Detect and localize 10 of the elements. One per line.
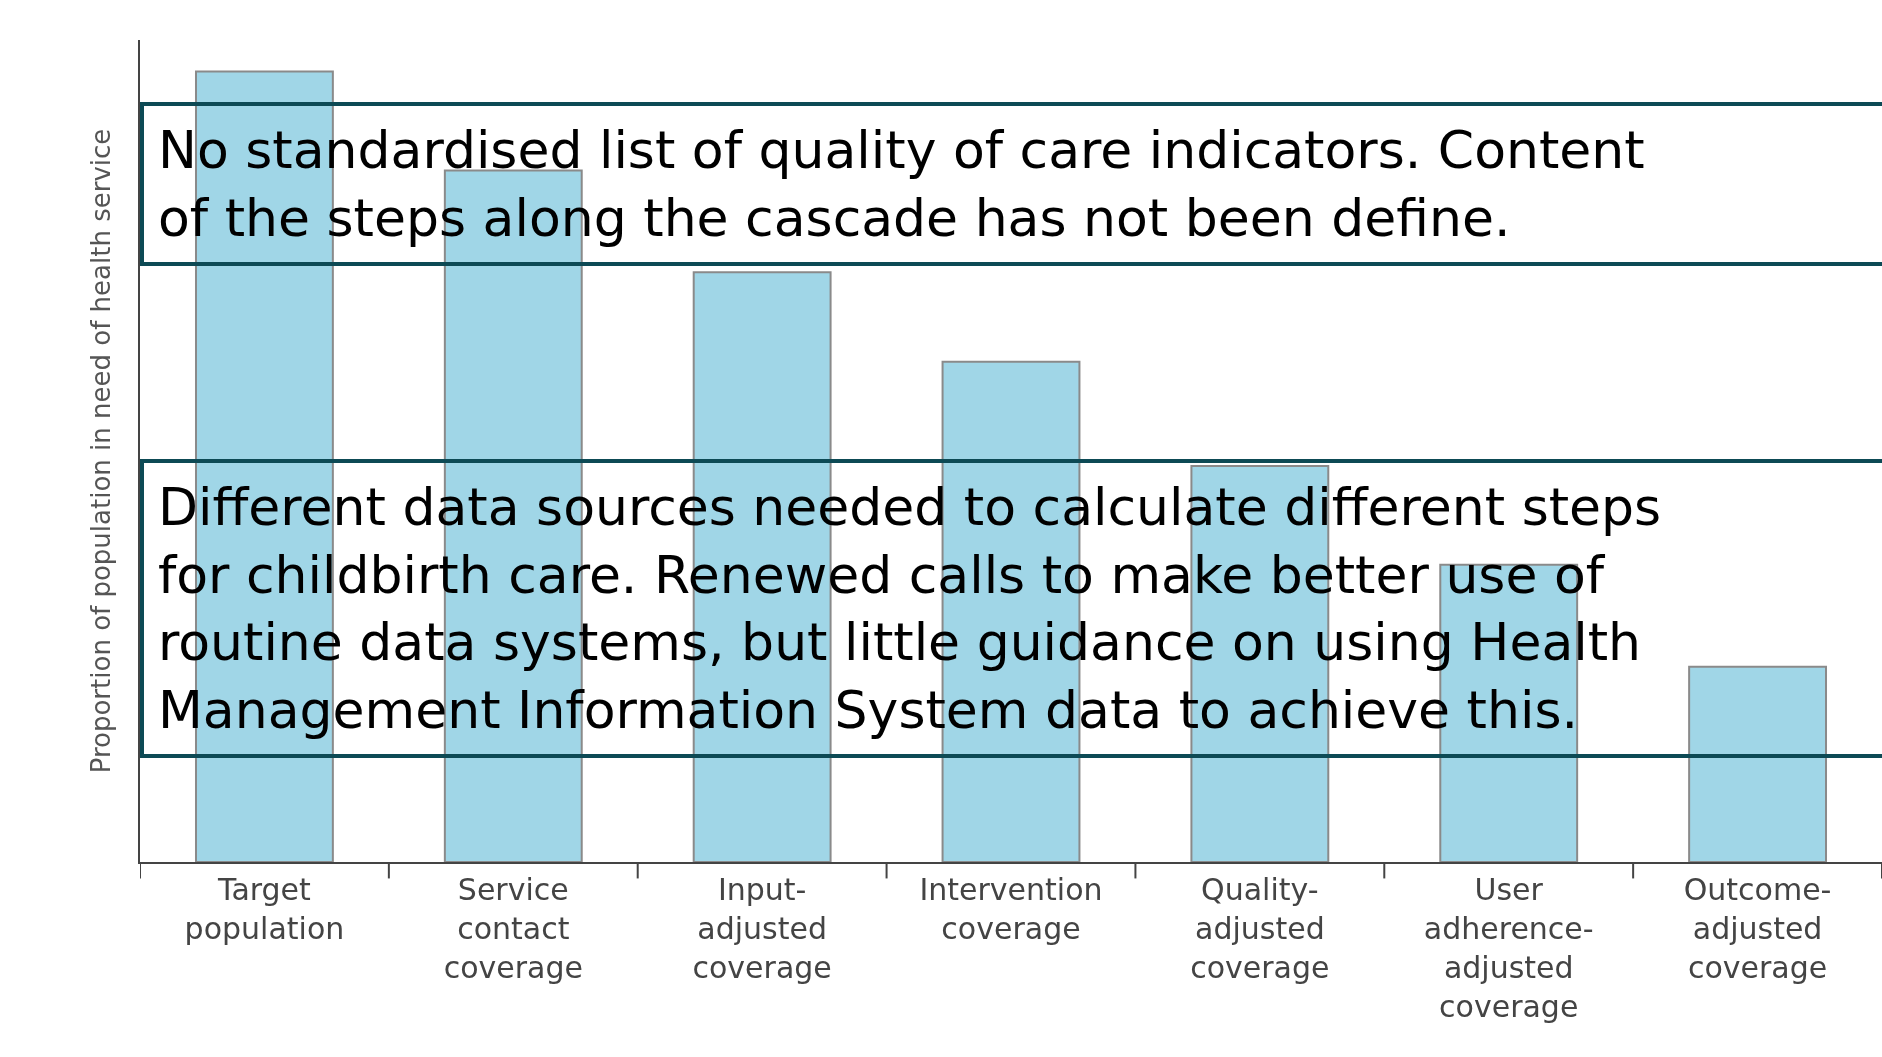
x-tick-label: Outcome-adjusted coverage — [1683, 872, 1832, 985]
annotation: Different data sources needed to calculate different steps for childbirth care. Renewed calls to make better use of routine data systems, but little guidance on using Health Management Information System data to achieve this. — [158, 477, 1662, 740]
x-tick-label: Quality-adjusted coverage — [1190, 872, 1330, 985]
x-tick-label: Input-adjusted coverage — [692, 872, 832, 985]
x-tick-label: Service contact coverage — [443, 872, 583, 985]
x-tick-label: Target population — [184, 872, 345, 946]
x-tick-label: User adherence-adjusted coverage — [1423, 872, 1594, 1024]
x-tick-label: Intervention coverage — [919, 872, 1103, 946]
annotation: No standardised list of quality of care indicators. Content of the steps along the cascade has not been define. — [158, 120, 1645, 248]
y-axis-title: Proportion of population in need of health service — [85, 128, 116, 774]
